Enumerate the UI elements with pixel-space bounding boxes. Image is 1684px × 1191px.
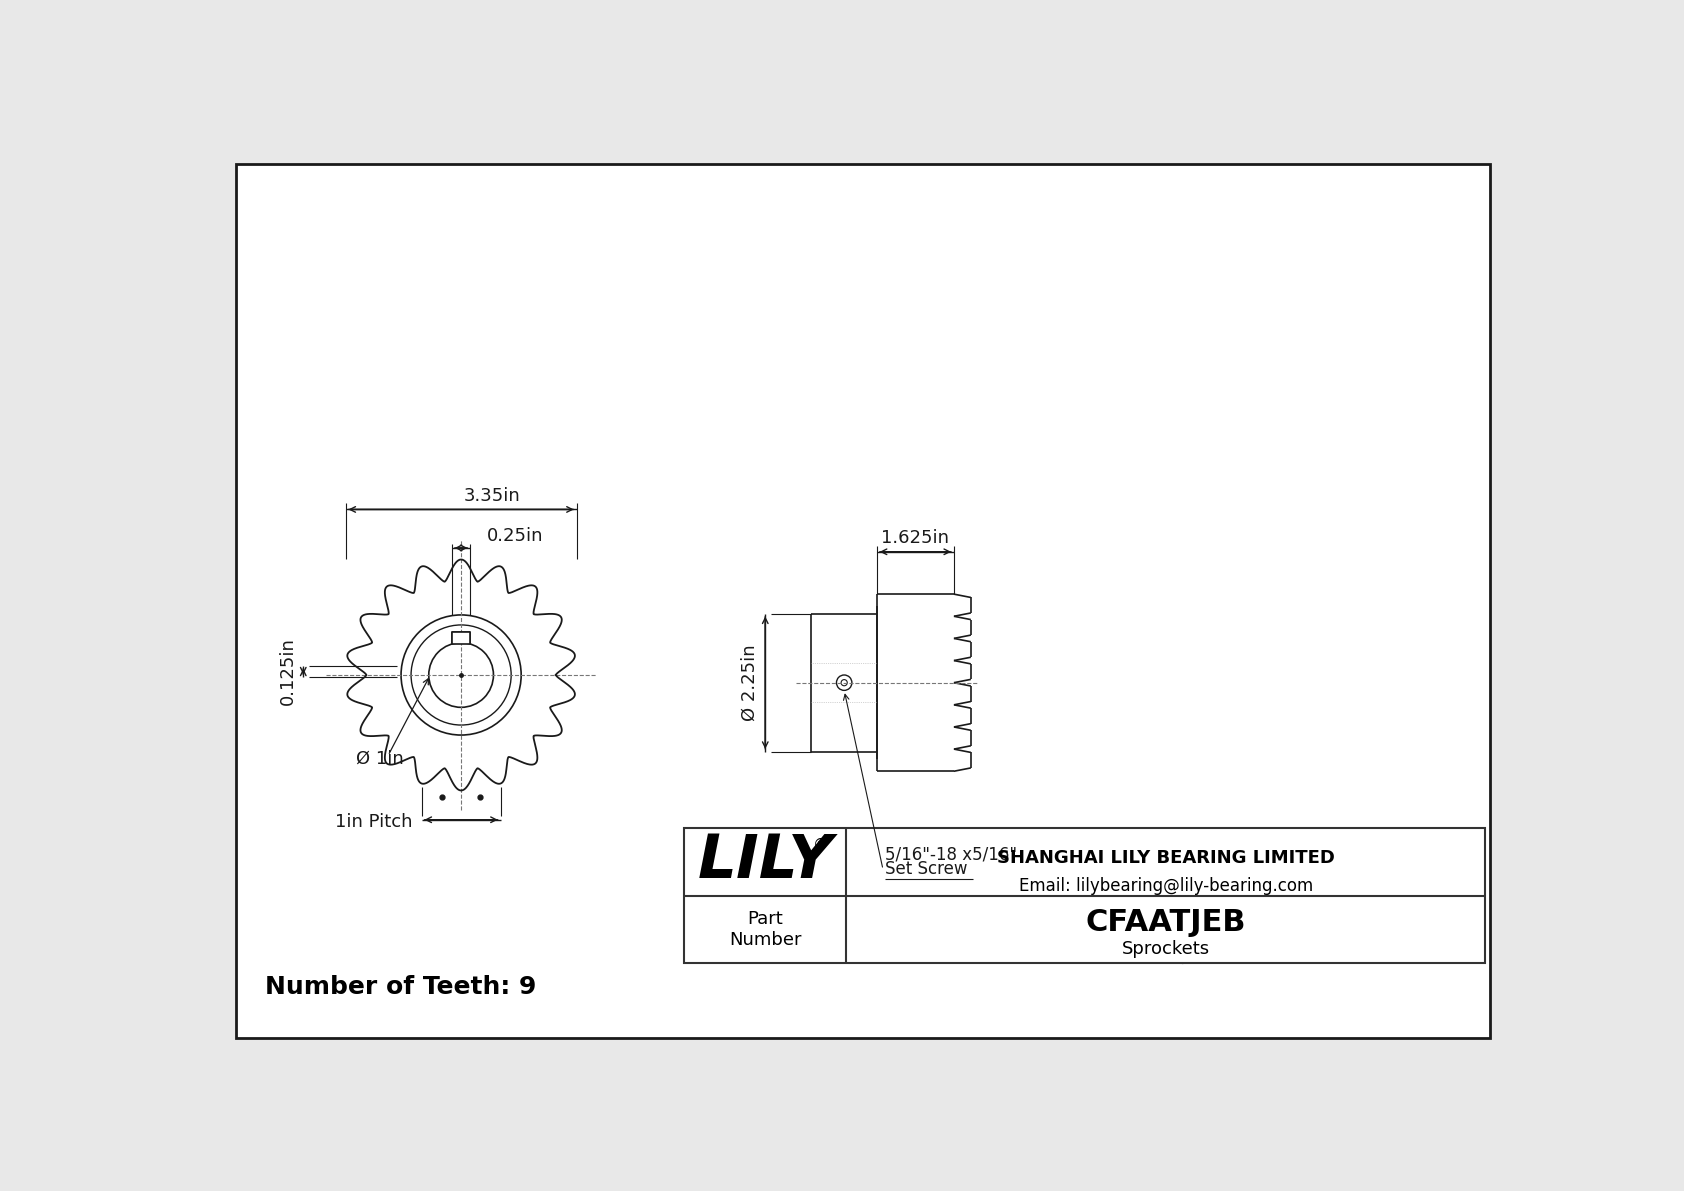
- Ellipse shape: [1175, 941, 1192, 964]
- Circle shape: [1207, 910, 1216, 918]
- Text: 1.625in: 1.625in: [881, 529, 950, 547]
- Text: Ø 1in: Ø 1in: [355, 749, 404, 767]
- Text: 1in Pitch: 1in Pitch: [335, 813, 413, 831]
- Text: 0.125in: 0.125in: [280, 637, 296, 705]
- Text: Set Screw: Set Screw: [884, 860, 967, 878]
- Text: Sprockets: Sprockets: [1122, 941, 1209, 959]
- Text: Number of Teeth: 9: Number of Teeth: 9: [264, 975, 536, 999]
- Ellipse shape: [1214, 937, 1231, 959]
- Text: 0.25in: 0.25in: [487, 528, 544, 545]
- Text: SHANGHAI LILY BEARING LIMITED: SHANGHAI LILY BEARING LIMITED: [997, 849, 1335, 867]
- Text: Email: lilybearing@lily-bearing.com: Email: lilybearing@lily-bearing.com: [1019, 877, 1314, 896]
- Ellipse shape: [1179, 888, 1207, 916]
- Text: 5/16"-18 x5/16": 5/16"-18 x5/16": [884, 846, 1017, 863]
- Text: LILY: LILY: [697, 833, 834, 891]
- Ellipse shape: [1218, 855, 1236, 877]
- Bar: [451, 632, 470, 644]
- Text: 3.35in: 3.35in: [463, 487, 520, 505]
- Ellipse shape: [1160, 872, 1226, 933]
- Text: CFAATJEB: CFAATJEB: [1086, 908, 1246, 937]
- Ellipse shape: [1180, 848, 1197, 871]
- Ellipse shape: [1128, 896, 1152, 911]
- Ellipse shape: [1155, 869, 1236, 942]
- Ellipse shape: [1142, 925, 1162, 944]
- Ellipse shape: [1182, 893, 1202, 911]
- Text: ®: ®: [813, 837, 829, 853]
- Bar: [684, 828, 1485, 964]
- Ellipse shape: [1239, 884, 1261, 900]
- Ellipse shape: [1145, 865, 1165, 884]
- Text: Ø 2.25in: Ø 2.25in: [741, 644, 759, 721]
- Ellipse shape: [1238, 916, 1260, 933]
- Text: Part
Number: Part Number: [729, 910, 802, 949]
